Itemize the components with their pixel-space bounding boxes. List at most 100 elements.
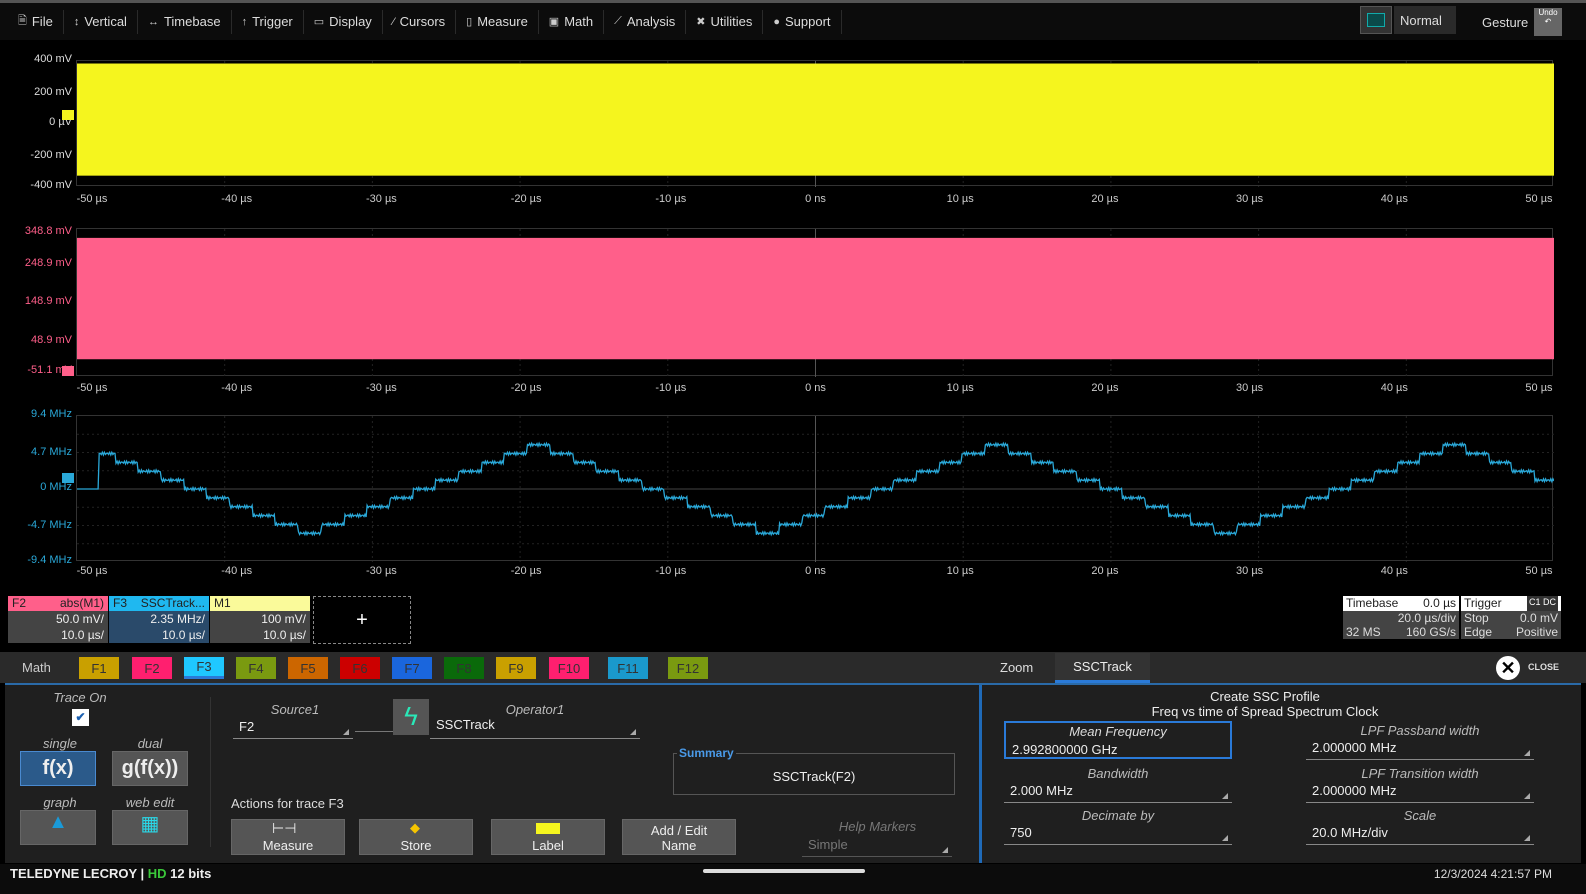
y-axis-label: 400 mV — [34, 53, 72, 65]
trace-f3 — [77, 441, 1554, 537]
measure-button[interactable]: ⊢⊣ Measure — [231, 819, 345, 855]
graticule — [77, 61, 1554, 187]
operator1-label: Operator1 — [505, 702, 565, 717]
tab-f4[interactable]: F4 — [236, 657, 276, 679]
grid-m1[interactable] — [76, 60, 1554, 187]
tab-f10[interactable]: F10 — [549, 657, 589, 679]
undo-button[interactable]: Undo ↶ — [1534, 8, 1562, 36]
menu-timebase[interactable]: ↔ Timebase — [138, 9, 232, 34]
menu-math[interactable]: ▣ Math — [539, 9, 605, 34]
lpf-transition-field[interactable]: 2.000000 MHz — [1306, 783, 1534, 803]
time-axis-label: 30 µs — [1236, 382, 1264, 394]
menu-label: Trigger — [252, 14, 293, 29]
tab-f5[interactable]: F5 — [288, 657, 328, 679]
vertical-icon: ↕ — [73, 15, 80, 28]
ssc-subtitle: Freq vs time of Spread Spectrum Clock — [1151, 704, 1379, 719]
trace-on-label: Trace On — [53, 690, 107, 705]
tab-f12[interactable]: F12 — [668, 657, 708, 679]
menu-vertical[interactable]: ↕ Vertical — [64, 9, 138, 34]
menu-label: Vertical — [84, 14, 127, 29]
help-markers-select[interactable]: Simple — [802, 837, 952, 857]
analysis-icon: ⟋ — [614, 15, 622, 27]
descriptor-f3[interactable]: F3 SSCTrack... 2.35 MHz/10.0 µs/ — [109, 596, 209, 644]
hd-badge: HD — [147, 866, 167, 881]
scale-field[interactable]: 20.0 MHz/div — [1306, 825, 1534, 845]
menu-support[interactable]: ● Support — [763, 9, 842, 34]
trigger-descriptor[interactable]: Trigger C1 DC Stop 0.0 mV Edge Positive — [1461, 596, 1561, 644]
tab-f1[interactable]: F1 — [79, 657, 119, 679]
menu-utilities[interactable]: ✖ Utilities — [686, 9, 764, 34]
tab-f2[interactable]: F2 — [132, 657, 172, 679]
dual-function-button[interactable]: g(f(x)) — [112, 751, 188, 786]
connector-line — [355, 731, 393, 732]
timebase-delay: 0.0 µs — [1423, 596, 1456, 610]
scroll-handle[interactable] — [703, 869, 865, 873]
add-edit-name-button[interactable]: Add / Edit Name — [622, 819, 736, 855]
help-markers-label: Help Markers — [838, 819, 917, 834]
mean-frequency-field[interactable]: Mean Frequency 2.992800000 GHz — [1004, 721, 1232, 759]
ssctrack-operator-icon[interactable]: ϟ — [393, 699, 429, 735]
menu-file[interactable]: 🗎 File — [8, 9, 64, 34]
store-button[interactable]: ◆ Store — [359, 819, 473, 855]
grid-f2[interactable] — [76, 228, 1554, 377]
menu-trigger[interactable]: ↑ Trigger — [232, 9, 304, 34]
math-setup-dialog: Trace On ✔ single dual f(x) g(f(x)) grap… — [5, 683, 1581, 863]
gesture-label: Gesture — [1482, 15, 1529, 30]
label-button[interactable]: Label — [491, 819, 605, 855]
trigger-title: Trigger — [1464, 596, 1502, 610]
utilities-icon: ✖ — [696, 16, 706, 28]
time-axis-label: -40 µs — [221, 193, 253, 205]
vertical-scale: 2.35 MHz/ — [109, 611, 209, 627]
menu-measure[interactable]: ▯ Measure — [456, 9, 539, 34]
divider — [210, 697, 211, 847]
web-edit-button[interactable]: ▦ — [112, 810, 188, 845]
ssc-heading: Create SSC Profile Freq vs time of Spread… — [985, 689, 1545, 719]
display-layout-button[interactable] — [1360, 6, 1392, 34]
tab-f7[interactable]: F7 — [392, 657, 432, 679]
time-axis-label: -40 µs — [221, 565, 253, 577]
trace-on-checkbox[interactable]: ✔ — [72, 709, 89, 726]
tab-zoom[interactable]: Zoom — [1000, 660, 1034, 675]
display-mode-select[interactable]: Normal — [1394, 6, 1456, 34]
bit-depth: 12 bits — [170, 866, 212, 881]
grid-f3[interactable] — [76, 415, 1554, 562]
decimate-field[interactable]: 750 — [1004, 825, 1232, 845]
source1-select[interactable]: F2 — [233, 719, 353, 739]
close-button[interactable]: CLOSE — [1528, 662, 1560, 672]
y-axis-label: 48.9 mV — [31, 334, 72, 346]
descriptor-m1[interactable]: M1 100 mV/10.0 µs/ — [210, 596, 310, 644]
close-icon[interactable]: ✕ — [1496, 656, 1520, 680]
tab-f3[interactable]: F3 — [184, 657, 224, 679]
time-axis-label: 40 µs — [1380, 382, 1408, 394]
label-tag-icon — [536, 823, 560, 834]
y-axis-label: 148.9 mV — [24, 295, 72, 307]
timebase-descriptor[interactable]: Timebase 0.0 µs 20.0 µs/div 32 MS 160 GS/s — [1343, 596, 1459, 644]
add-trace-button[interactable]: + — [313, 596, 411, 644]
menu-label: Display — [329, 14, 372, 29]
lpf-passband-field[interactable]: 2.000000 MHz — [1306, 740, 1534, 760]
time-axis-label: 40 µs — [1380, 565, 1408, 577]
tab-math[interactable]: Math — [22, 660, 51, 675]
tab-f9[interactable]: F9 — [496, 657, 536, 679]
tab-ssctrack[interactable]: SSCTrack — [1055, 653, 1150, 683]
tab-f6[interactable]: F6 — [340, 657, 380, 679]
menu-analysis[interactable]: ⟋ Analysis — [604, 9, 687, 34]
tab-f8[interactable]: F8 — [444, 657, 484, 679]
single-function-button[interactable]: f(x) — [20, 751, 96, 786]
time-axis-label: 50 µs — [1525, 382, 1553, 394]
time-axis-label: 0 ns — [805, 193, 826, 205]
trigger-level: 0.0 mV — [1519, 611, 1558, 625]
menu-cursors[interactable]: ⁄ Cursors — [383, 9, 457, 34]
menu-label: Analysis — [626, 14, 676, 29]
tab-f11[interactable]: F11 — [608, 657, 648, 679]
graph-button[interactable]: ▲ — [20, 810, 96, 845]
trace-marker-m1[interactable] — [62, 110, 74, 121]
trace-marker-f2[interactable] — [62, 365, 74, 376]
undo-icon: ↶ — [1544, 17, 1552, 26]
bandwidth-field[interactable]: 2.000 MHz — [1004, 783, 1232, 803]
web-edit-label: web edit — [125, 795, 175, 810]
menu-display[interactable]: ▭ Display — [304, 9, 383, 34]
descriptor-f2[interactable]: F2 abs(M1) 50.0 mV/10.0 µs/ — [8, 596, 108, 644]
operator1-select[interactable]: SSCTrack — [430, 717, 640, 739]
trace-marker-f3[interactable] — [62, 473, 74, 484]
